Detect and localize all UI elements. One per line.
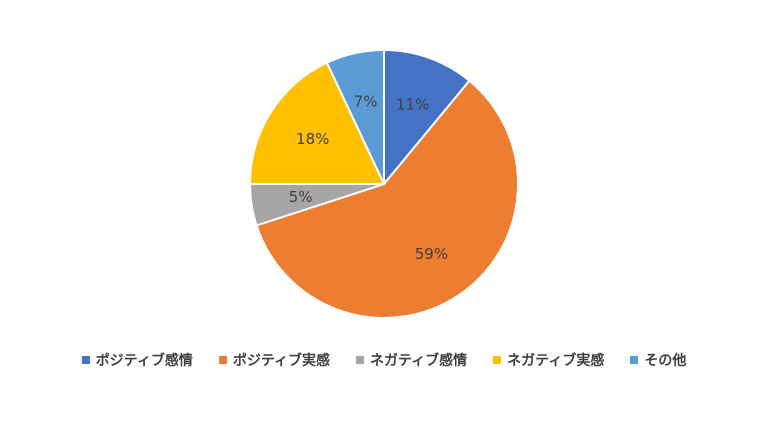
pie-slice-5 — [325, 48, 385, 185]
legend-label-5: その他 — [644, 353, 687, 369]
legend: ポジティブ感情 ポジティブ実感 ネガティブ感情 ネガティブ実感 その他 — [0, 350, 768, 370]
legend-swatch-4 — [493, 356, 502, 364]
legend-swatch-5 — [630, 356, 639, 364]
pie-slice-1 — [383, 48, 471, 187]
legend-label-3: ネガティブ感情 — [370, 353, 468, 369]
legend-entry-1: ポジティブ感情 — [81, 350, 193, 370]
slice-data-label-4: 18% — [296, 130, 329, 148]
legend-swatch-3 — [356, 356, 364, 364]
legend-swatch-2 — [218, 356, 227, 364]
legend-label-1: ポジティブ感情 — [95, 353, 193, 369]
legend-entry-4: ネガティブ実感 — [493, 350, 604, 370]
legend-swatch-1 — [81, 356, 90, 364]
legend-label-2: ポジティブ実感 — [232, 353, 330, 369]
legend-entry-2: ポジティブ実感 — [218, 350, 330, 370]
legend-entry-3: ネガティブ感情 — [356, 350, 467, 370]
slice-data-label-2: 59% — [415, 245, 448, 263]
slice-data-label-5: 7% — [354, 93, 378, 111]
pie-slice-4 — [248, 61, 386, 185]
slice-data-label-1: 11% — [396, 96, 429, 114]
legend-label-4: ネガティブ実感 — [507, 353, 605, 369]
legend-entry-5: その他 — [630, 350, 686, 370]
slice-data-label-3: 5% — [289, 188, 313, 206]
pie-slice-2 — [255, 79, 519, 319]
pie-plot-area: 11% 59% 5% 18% 7% — [248, 48, 519, 319]
